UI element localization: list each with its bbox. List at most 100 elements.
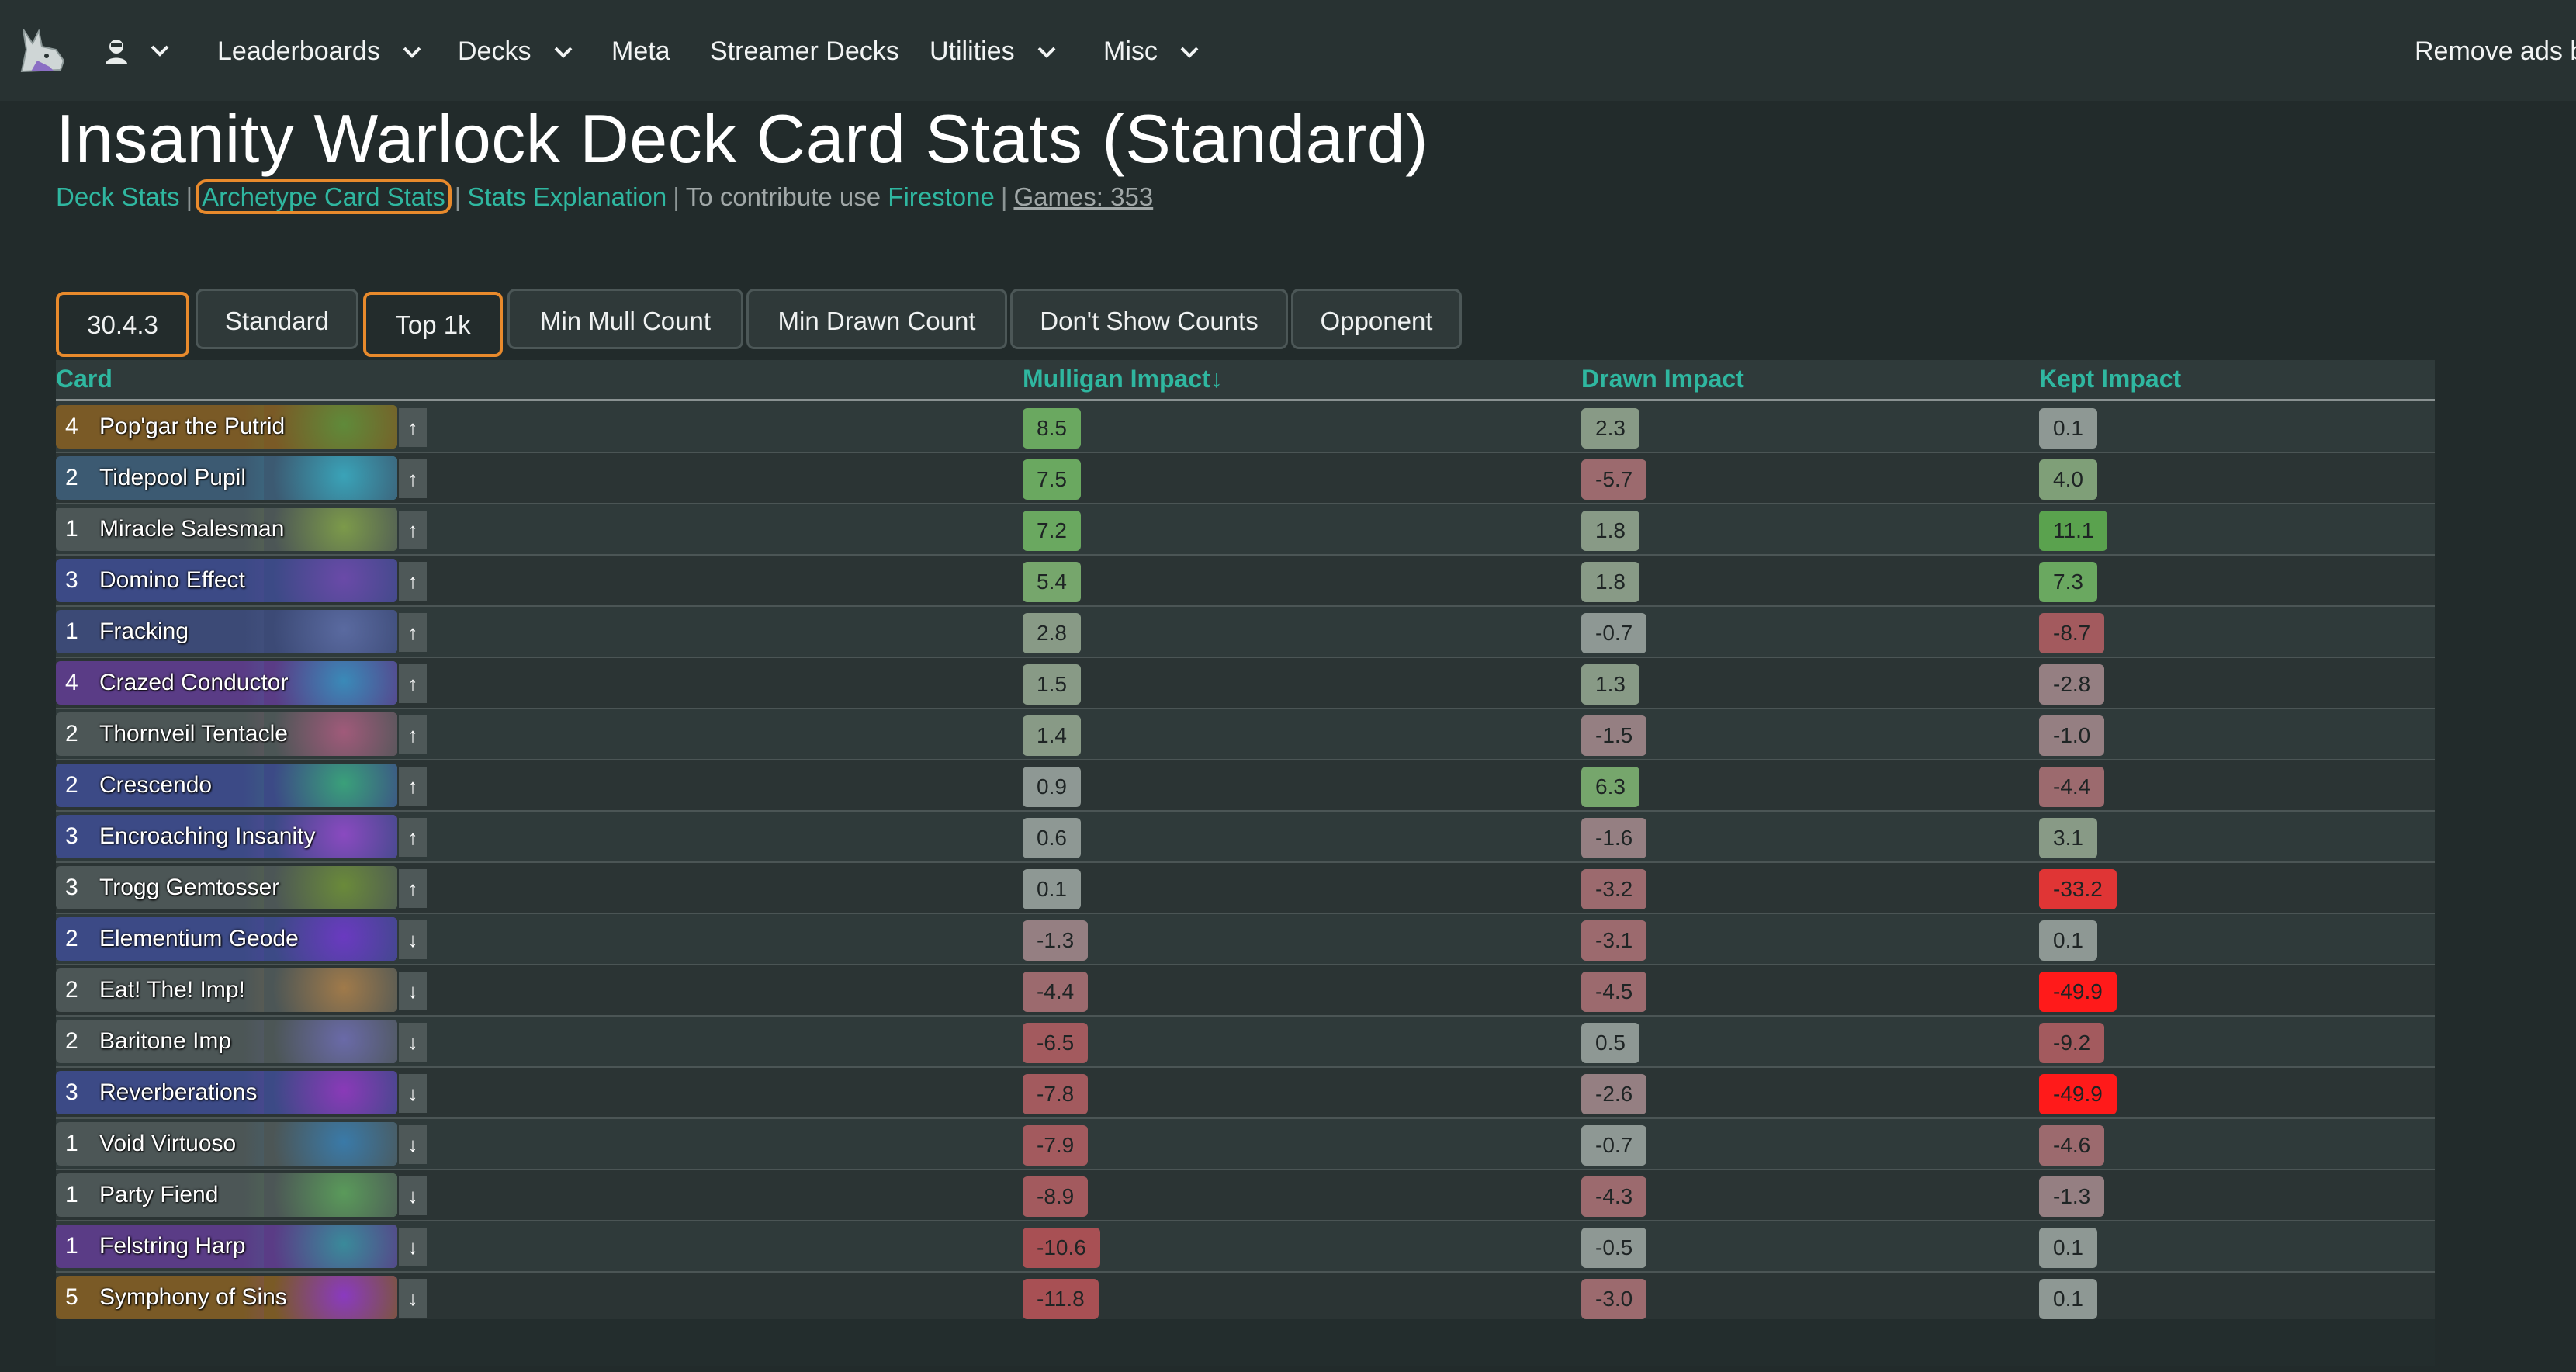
user-icon [106, 40, 127, 64]
table-row: 1 Fracking ↑ 2.8 -0.7 -8.7 [56, 607, 2435, 658]
drawn-impact-value: 1.3 [1581, 664, 1639, 705]
mulligan-impact-value: 2.8 [1023, 613, 1081, 653]
card-name: Felstring Harp [99, 1233, 246, 1259]
trend-arrow-icon: ↓ [399, 1279, 427, 1318]
min-drawn-count-button[interactable]: Min Drawn Count [746, 289, 1007, 349]
mulligan-impact-value: -6.5 [1023, 1023, 1089, 1063]
min-mull-count-button[interactable]: Min Mull Count [507, 289, 743, 349]
mulligan-impact-value: -4.4 [1023, 972, 1089, 1012]
card-tile[interactable]: 2 Eat! The! Imp! [56, 968, 397, 1012]
deck-stats-link[interactable]: Deck Stats [56, 182, 180, 211]
card-art-image [264, 1225, 397, 1268]
dont-show-counts-button[interactable]: Don't Show Counts [1010, 289, 1288, 349]
drawn-impact-value: -5.7 [1581, 459, 1647, 500]
card-tile[interactable]: 1 Felstring Harp [56, 1225, 397, 1268]
drawn-impact-column-header[interactable]: Drawn Impact [1581, 365, 1744, 393]
kept-impact-value: -4.4 [2039, 767, 2105, 807]
kept-impact-value: -2.8 [2039, 664, 2105, 705]
drawn-impact-value: -0.7 [1581, 1125, 1647, 1166]
card-name: Reverberations [99, 1079, 258, 1105]
firestone-link[interactable]: Firestone [888, 182, 995, 211]
card-tile[interactable]: 5 Symphony of Sins [56, 1276, 397, 1319]
nav-streamer-decks[interactable]: Streamer Decks [710, 31, 899, 71]
card-tile[interactable]: 2 Tidepool Pupil [56, 456, 397, 500]
archetype-card-stats-link[interactable]: Archetype Card Stats [196, 179, 452, 214]
card-tile[interactable]: 2 Crescendo [56, 764, 397, 807]
trend-arrow-icon: ↑ [399, 818, 427, 857]
card-cost: 1 [65, 1182, 78, 1207]
card-tile[interactable]: 1 Party Fiend [56, 1173, 397, 1217]
kept-impact-value: 4.0 [2039, 459, 2097, 500]
card-art-image [264, 866, 397, 909]
patch-filter-button[interactable]: 30.4.3 [56, 292, 189, 357]
nav-meta[interactable]: Meta [611, 31, 670, 71]
rank-filter-button[interactable]: Top 1k [363, 292, 503, 357]
card-tile[interactable]: 3 Encroaching Insanity [56, 815, 397, 858]
drawn-impact-value: 2.3 [1581, 408, 1639, 449]
card-tile[interactable]: 4 Crazed Conductor [56, 661, 397, 705]
card-column-header[interactable]: Card [56, 365, 113, 393]
table-row: 1 Void Virtuoso ↓ -7.9 -0.7 -4.6 [56, 1119, 2435, 1170]
table-row: 2 Eat! The! Imp! ↓ -4.4 -4.5 -49.9 [56, 965, 2435, 1017]
remove-ads-link[interactable]: Remove ads by [2415, 36, 2576, 66]
card-name: Elementium Geode [99, 926, 299, 951]
card-tile[interactable]: 2 Elementium Geode [56, 917, 397, 961]
mulligan-impact-value: -11.8 [1023, 1279, 1099, 1319]
trend-arrow-icon: ↓ [399, 1023, 427, 1062]
card-cost: 2 [65, 772, 78, 798]
chevron-down-icon [1037, 47, 1056, 58]
kept-impact-value: 7.3 [2039, 562, 2097, 602]
card-tile[interactable]: 3 Domino Effect [56, 559, 397, 602]
drawn-impact-value: -4.3 [1581, 1176, 1647, 1217]
games-count[interactable]: Games: 353 [1013, 182, 1154, 211]
donkey-logo-icon[interactable] [16, 26, 68, 74]
card-cost: 2 [65, 1028, 78, 1054]
card-cost: 2 [65, 465, 78, 490]
card-art-image [264, 815, 397, 858]
chevron-down-icon [151, 45, 169, 57]
nav-misc[interactable]: Misc [1103, 31, 1200, 71]
nav-utilities[interactable]: Utilities [930, 31, 1058, 71]
trend-arrow-icon: ↓ [399, 1074, 427, 1113]
stats-explanation-link[interactable]: Stats Explanation [467, 182, 667, 211]
card-cost: 4 [65, 670, 78, 695]
card-cost: 2 [65, 926, 78, 951]
drawn-impact-value: -1.6 [1581, 818, 1647, 858]
separator: | [454, 182, 462, 211]
contribute-text: To contribute use [685, 182, 881, 211]
table-row: 4 Pop'gar the Putrid ↑ 8.5 2.3 0.1 [56, 402, 2435, 453]
kept-impact-value: 0.1 [2039, 920, 2097, 961]
nav-leaderboards[interactable]: Leaderboards [217, 31, 423, 71]
card-art-image [264, 1071, 397, 1114]
kept-impact-value: -33.2 [2039, 869, 2117, 909]
drawn-impact-value: -2.6 [1581, 1074, 1647, 1114]
card-tile[interactable]: 3 Reverberations [56, 1071, 397, 1114]
nav-leaderboards-label: Leaderboards [217, 36, 380, 66]
card-cost: 1 [65, 516, 78, 542]
card-tile[interactable]: 2 Baritone Imp [56, 1020, 397, 1063]
kept-impact-value: -4.6 [2039, 1125, 2105, 1166]
mulligan-impact-value: -1.3 [1023, 920, 1089, 961]
card-art-image [264, 456, 397, 500]
mulligan-impact-column-header[interactable]: Mulligan Impact↓ [1023, 365, 1223, 393]
format-filter-button[interactable]: Standard [196, 289, 358, 349]
card-tile[interactable]: 1 Fracking [56, 610, 397, 653]
kept-impact-column-header[interactable]: Kept Impact [2039, 365, 2182, 393]
card-cost: 3 [65, 567, 78, 593]
trend-arrow-icon: ↑ [399, 869, 427, 908]
nav-decks[interactable]: Decks [458, 31, 574, 71]
table-row: 5 Symphony of Sins ↓ -11.8 -3.0 0.1 [56, 1273, 2435, 1324]
card-name: Tidepool Pupil [99, 465, 247, 490]
mulligan-impact-value: -10.6 [1023, 1228, 1100, 1268]
card-tile[interactable]: 3 Trogg Gemtosser [56, 866, 397, 909]
drawn-impact-value: -4.5 [1581, 972, 1647, 1012]
card-art-image [264, 1276, 397, 1319]
card-tile[interactable]: 1 Miracle Salesman [56, 508, 397, 551]
drawn-impact-value: -1.5 [1581, 715, 1647, 756]
opponent-filter-button[interactable]: Opponent [1291, 289, 1462, 349]
card-stats-table: Card Mulligan Impact↓ Drawn Impact Kept … [56, 360, 2435, 1324]
card-tile[interactable]: 1 Void Virtuoso [56, 1122, 397, 1166]
nav-streamer-decks-label: Streamer Decks [710, 36, 899, 66]
card-tile[interactable]: 4 Pop'gar the Putrid [56, 405, 397, 449]
card-tile[interactable]: 2 Thornveil Tentacle [56, 712, 397, 756]
